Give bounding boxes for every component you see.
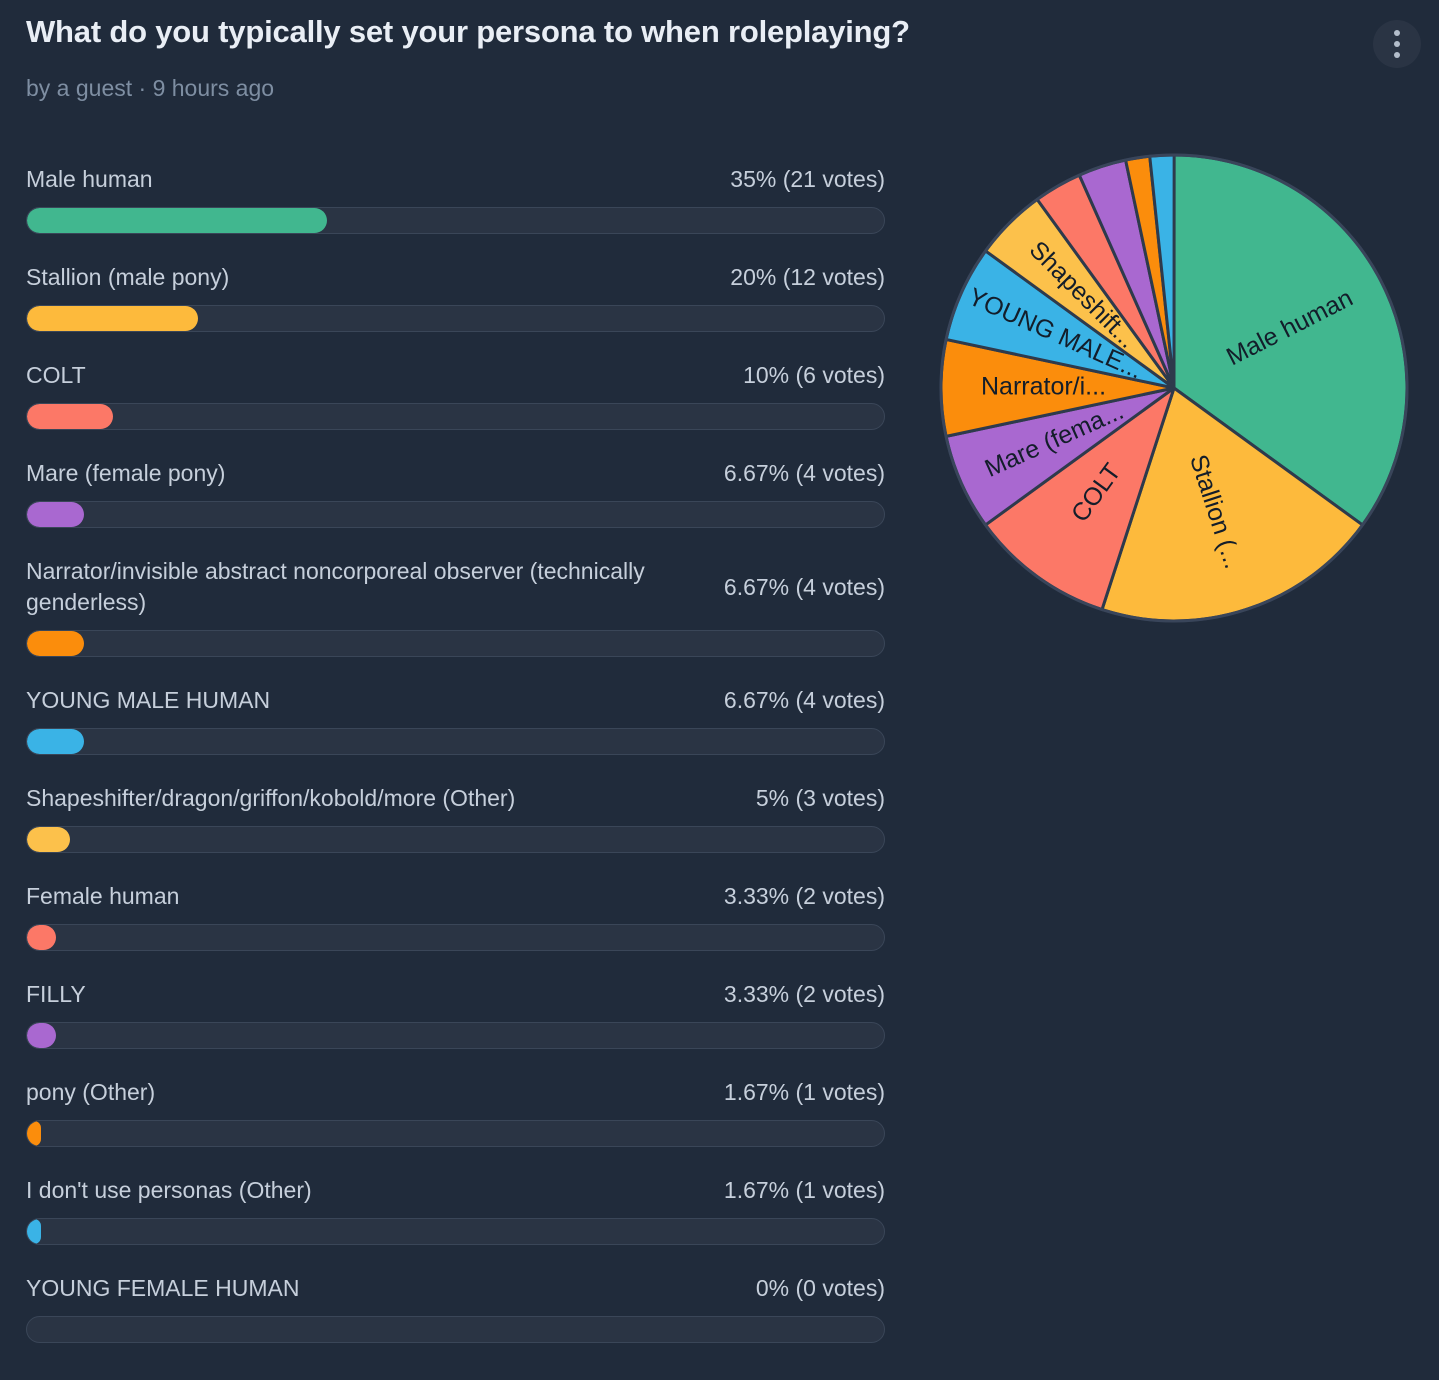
poll-option-row: Mare (female pony) 6.67% (4 votes) [26,458,885,528]
poll-option-row: Narrator/invisible abstract noncorporeal… [26,556,885,657]
poll-byline: by a guest · 9 hours ago [26,75,275,101]
pie-rim [939,153,1409,623]
option-label: Male human [26,166,153,192]
option-bar-track [26,630,885,657]
option-label: Stallion (male pony) [26,264,230,290]
kebab-menu-icon [1394,30,1400,58]
poll-option-row: Male human 35% (21 votes) [26,164,885,234]
option-result: 5% (3 votes) [755,785,885,811]
option-result: 0% (0 votes) [755,1275,885,1301]
option-label: Female human [26,883,180,909]
option-result: 3.33% (2 votes) [723,981,885,1007]
option-label: Shapeshifter/dragon/griffon/kobold/more … [26,785,516,811]
poll-option-row: Female human 3.33% (2 votes) [26,881,885,951]
option-label: Narrator/invisible abstract noncorporeal… [26,558,645,615]
option-result: 35% (21 votes) [730,166,885,192]
option-result: 3.33% (2 votes) [723,883,885,909]
option-bar-fill [27,729,85,754]
option-bar-fill [27,404,113,429]
option-bar-track [26,1022,885,1049]
poll-option-row: COLT 10% (6 votes) [26,360,885,430]
option-bar-track [26,1218,885,1245]
option-result: 20% (12 votes) [730,264,885,290]
option-label: YOUNG MALE HUMAN [26,687,271,713]
option-label: Mare (female pony) [26,460,226,486]
option-result: 6.67% (4 votes) [723,573,885,600]
poll-option-row: I don't use personas (Other) 1.67% (1 vot… [26,1175,885,1245]
option-bar-track [26,403,885,430]
option-bar-track [26,728,885,755]
option-result: 6.67% (4 votes) [723,460,885,486]
pie-chart: Male human Stallion (... COLT Mare (fema...… [937,151,1411,625]
poll-option-row: YOUNG FEMALE HUMAN 0% (0 votes) [26,1273,885,1343]
option-bar-fill [27,306,199,331]
option-bar-fill [27,925,56,950]
poll-option-row: Shapeshifter/dragon/griffon/kobold/more … [26,783,885,853]
poll-option-row: FILLY 3.33% (2 votes) [26,979,885,1049]
poll-results-page: What do you typically set your persona t… [0,12,1439,1380]
option-result: 1.67% (1 votes) [723,1177,885,1203]
option-bar-fill [27,502,85,527]
option-result: 6.67% (4 votes) [723,687,885,713]
option-label: FILLY [26,981,86,1007]
option-bar-fill [27,1023,56,1048]
option-label: YOUNG FEMALE HUMAN [26,1275,300,1301]
poll-option-row: pony (Other) 1.67% (1 votes) [26,1077,885,1147]
option-bar-track [26,924,885,951]
option-bar-track [26,826,885,853]
option-bar-fill [27,631,85,656]
pie-slice-label: Narrator/i... [981,373,1106,401]
more-options-button[interactable] [1373,20,1421,68]
option-result: 1.67% (1 votes) [723,1079,885,1105]
poll-content: Male human 35% (21 votes) Stallion (male p… [26,153,1413,1343]
option-bar-fill [27,208,327,233]
option-bar-fill [27,1219,42,1244]
option-bar-track [26,305,885,332]
option-label: I don't use personas (Other) [26,1177,312,1203]
option-label: pony (Other) [26,1079,156,1105]
option-result: 10% (6 votes) [743,362,885,388]
poll-option-row: Stallion (male pony) 20% (12 votes) [26,262,885,332]
option-bar-track [26,1120,885,1147]
option-bar-fill [27,1121,42,1146]
option-bar-track [26,501,885,528]
poll-option-row: YOUNG MALE HUMAN 6.67% (4 votes) [26,685,885,755]
option-bar-track [26,1316,885,1343]
poll-options-list: Male human 35% (21 votes) Stallion (male p… [26,164,885,1343]
option-bar-track [26,207,885,234]
option-bar-fill [27,827,70,852]
page-title: What do you typically set your persona t… [26,14,910,49]
option-label: COLT [26,362,86,388]
